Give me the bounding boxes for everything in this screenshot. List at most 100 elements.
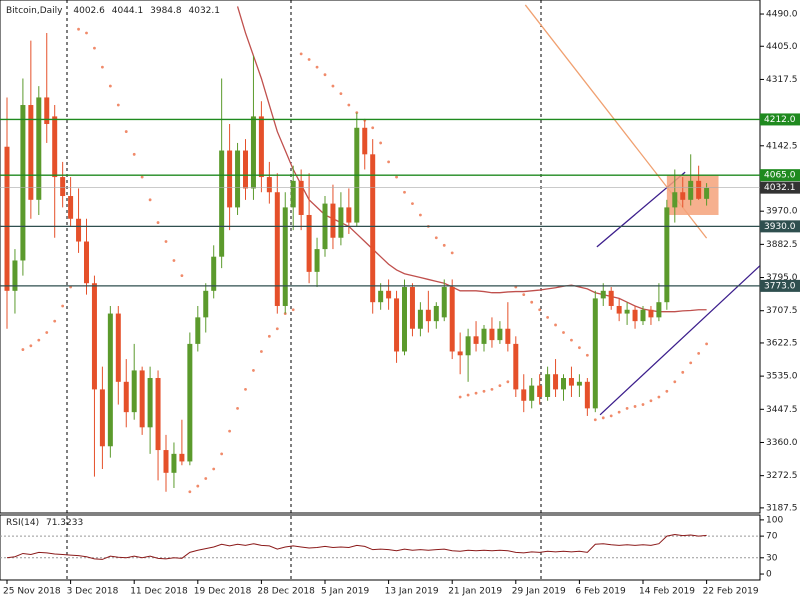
candle-body [68,196,74,219]
candle-body [568,378,574,386]
sar-dot [108,84,112,88]
sar-dot [593,418,597,422]
sar-dot [419,213,422,217]
sar-dot [164,240,168,243]
candle-body [592,298,598,409]
candle-body [433,305,439,322]
candle-body [386,290,392,299]
candle-body [131,370,137,413]
candle-body [409,287,415,329]
sar-dot [681,370,685,374]
sar-dot [291,308,295,312]
header: Bitcoin,Daily 4002.6 4044.1 3984.8 4032.… [6,6,220,16]
sar-dot [466,393,470,397]
candle-body [91,283,97,390]
sar-dot [101,65,104,69]
sar-dot [212,467,216,471]
sar-dot [307,58,311,61]
candle-body [12,260,18,291]
rsi-panel-frame [0,514,761,581]
sar-dot [45,331,49,334]
x-tick-label: 21 Jan 2019 [448,587,502,597]
rsi-tick-label: 70 [766,532,778,542]
x-tick-label: 14 Feb 2019 [639,587,695,597]
candle-body [76,218,82,242]
sar-dot [339,92,343,96]
sar-dot [411,202,414,206]
candle-body [696,180,702,199]
candle-body [219,150,225,257]
candle-body [290,180,296,208]
candle-body [656,302,662,318]
sar-dot [403,190,406,194]
y-tick-label: 3622.5 [766,338,798,348]
candle-body [632,309,638,322]
candle-body [243,150,248,189]
rsi-title: RSI(14) [6,518,39,528]
rsi-tick-label: 100 [766,515,783,525]
sar-dot [689,361,693,365]
candle-body [155,378,161,451]
header-open: 4002.6 [73,6,105,16]
candle-body [425,309,431,322]
sar-dot [609,414,613,418]
sar-dot [570,338,573,342]
sar-dot [641,403,645,406]
sar-dot [697,351,701,355]
rsi-line [6,533,707,560]
candle-body [600,290,606,299]
sar-dot [506,380,510,384]
x-tick-label: 11 Dec 2018 [130,587,188,597]
sar-dot [188,490,192,494]
y-tick-label: 3707.5 [766,306,798,316]
candle-body [481,328,487,344]
sar-dot [220,452,224,456]
x-tick-label: 6 Feb 2019 [575,587,626,597]
candle-body [441,287,447,318]
sar-dot [617,410,621,414]
candle-body [282,207,288,306]
candle-body [52,116,58,178]
candle-body [203,290,209,318]
candle-body [298,180,304,215]
last-price-label: 4032.1 [764,183,796,193]
moving-average [236,6,707,313]
sar-dot [77,27,80,31]
sar-dot [546,315,549,319]
candle-body [561,378,566,390]
level-tag [760,220,800,233]
sar-dot [331,84,335,88]
candle-body [187,343,193,462]
x-tick-label: 3 Dec 2018 [67,587,119,597]
chart-title: Bitcoin,Daily [6,6,63,16]
candle-body [179,453,185,462]
y-tick-label: 3272.5 [766,471,798,481]
y-tick-label: 4142.5 [766,141,798,151]
sar-dot [705,342,708,346]
sar-dot [29,344,33,348]
candle-body [640,309,646,322]
sar-dot [490,387,494,391]
header-close: 4032.1 [189,6,221,16]
sar-dot [434,236,438,240]
y-tick-label: 3882.5 [766,240,798,250]
sar-dot [180,274,184,278]
candle-body [84,241,89,284]
x-tick-label: 25 Nov 2018 [3,587,61,597]
x-tick-label: 13 Jan 2019 [385,587,439,597]
sar-dot [474,391,478,395]
sar-dot [649,399,653,403]
y-tick-label: 3970.0 [766,207,798,217]
sar-dot [498,384,502,388]
sar-dot [633,405,637,408]
y-tick-label: 3187.5 [766,503,798,513]
sar-dot [267,334,271,338]
candle-body [394,298,400,352]
sar-dot [124,130,128,133]
y-tick-label: 3447.5 [766,405,798,415]
candle-body [457,351,463,356]
candle-body [672,192,678,208]
sar-dot [450,251,454,255]
sar-dot [538,308,542,312]
sar-dot [315,65,319,69]
